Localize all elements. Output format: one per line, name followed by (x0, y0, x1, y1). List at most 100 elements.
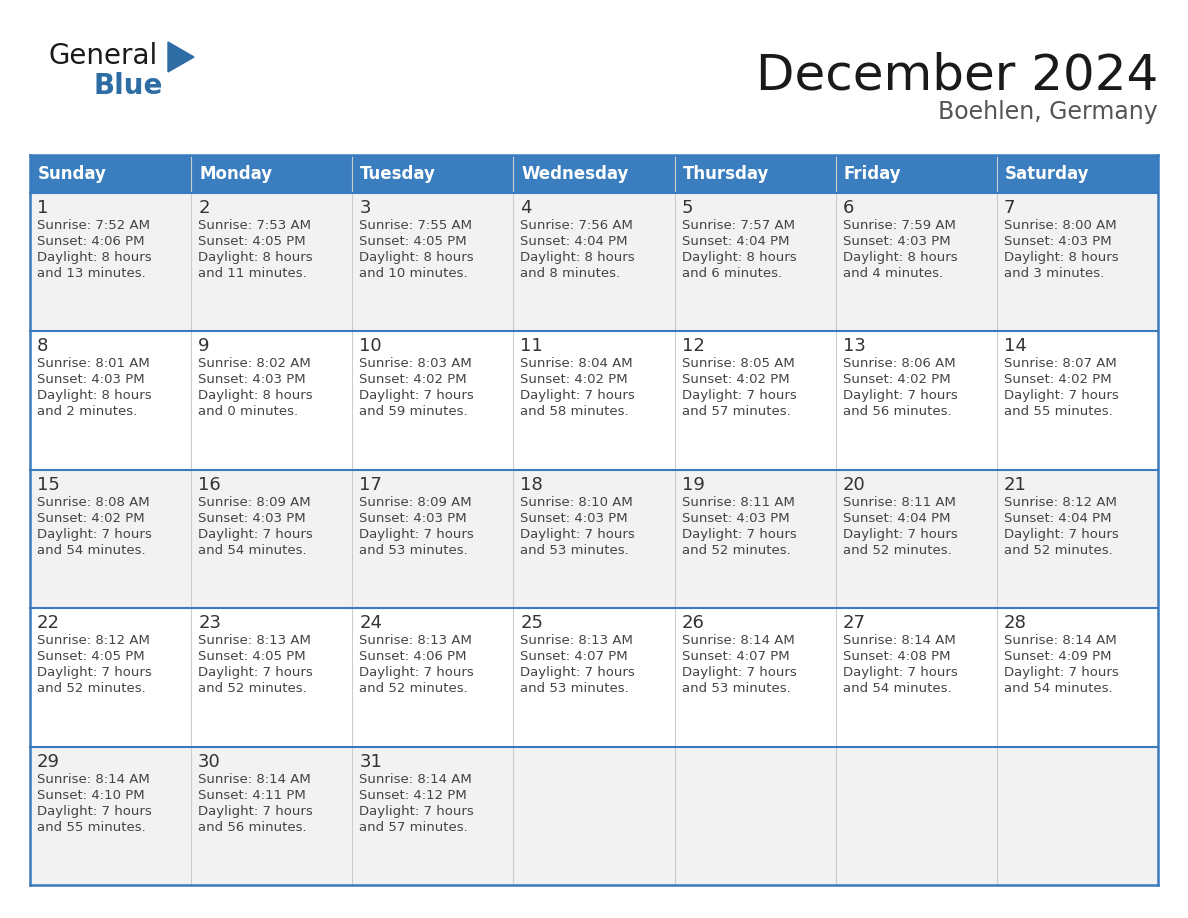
Text: Sunset: 4:05 PM: Sunset: 4:05 PM (198, 650, 305, 663)
Polygon shape (168, 42, 194, 72)
Text: and 53 minutes.: and 53 minutes. (520, 543, 630, 557)
Text: Daylight: 8 hours: Daylight: 8 hours (198, 389, 312, 402)
Bar (191, 193, 353, 331)
Text: Sunrise: 8:13 AM: Sunrise: 8:13 AM (359, 634, 472, 647)
Text: and 52 minutes.: and 52 minutes. (37, 682, 146, 695)
Text: and 6 minutes.: and 6 minutes. (682, 267, 782, 280)
Bar (675, 746, 835, 885)
Text: Sunrise: 8:13 AM: Sunrise: 8:13 AM (198, 634, 311, 647)
Bar (997, 470, 1158, 609)
Text: Sunrise: 7:53 AM: Sunrise: 7:53 AM (198, 219, 311, 232)
Text: Sunrise: 8:09 AM: Sunrise: 8:09 AM (198, 496, 311, 509)
Text: Daylight: 7 hours: Daylight: 7 hours (1004, 389, 1119, 402)
Bar (191, 470, 353, 609)
Text: Monday: Monday (200, 165, 272, 183)
Text: and 54 minutes.: and 54 minutes. (1004, 682, 1112, 695)
Bar (30, 470, 191, 609)
Text: Sunset: 4:10 PM: Sunset: 4:10 PM (37, 789, 145, 801)
Text: Sunrise: 8:10 AM: Sunrise: 8:10 AM (520, 496, 633, 509)
Bar (353, 609, 513, 746)
Text: Daylight: 7 hours: Daylight: 7 hours (520, 528, 636, 541)
Text: 18: 18 (520, 476, 543, 494)
Bar (997, 331, 1158, 470)
Text: Daylight: 7 hours: Daylight: 7 hours (359, 804, 474, 818)
Text: Sunset: 4:04 PM: Sunset: 4:04 PM (842, 512, 950, 525)
Text: Thursday: Thursday (683, 165, 769, 183)
Text: 20: 20 (842, 476, 866, 494)
Text: Sunset: 4:12 PM: Sunset: 4:12 PM (359, 789, 467, 801)
Bar (513, 746, 675, 885)
Text: Daylight: 7 hours: Daylight: 7 hours (682, 528, 796, 541)
Text: Boehlen, Germany: Boehlen, Germany (939, 100, 1158, 124)
Text: Blue: Blue (93, 72, 163, 100)
Text: Daylight: 8 hours: Daylight: 8 hours (682, 251, 796, 264)
Text: Sunset: 4:02 PM: Sunset: 4:02 PM (682, 374, 789, 386)
Text: and 56 minutes.: and 56 minutes. (842, 406, 952, 419)
Text: 11: 11 (520, 338, 543, 355)
Text: 13: 13 (842, 338, 866, 355)
Bar (191, 331, 353, 470)
Text: Sunset: 4:03 PM: Sunset: 4:03 PM (359, 512, 467, 525)
Text: December 2024: December 2024 (756, 52, 1158, 100)
Text: Daylight: 7 hours: Daylight: 7 hours (682, 389, 796, 402)
Text: and 8 minutes.: and 8 minutes. (520, 267, 620, 280)
Bar (30, 155, 1158, 193)
Bar (675, 331, 835, 470)
Text: Saturday: Saturday (1005, 165, 1089, 183)
Text: Sunrise: 8:01 AM: Sunrise: 8:01 AM (37, 357, 150, 370)
Text: Daylight: 7 hours: Daylight: 7 hours (37, 528, 152, 541)
Text: Daylight: 8 hours: Daylight: 8 hours (359, 251, 474, 264)
Bar (30, 609, 191, 746)
Text: Sunset: 4:03 PM: Sunset: 4:03 PM (37, 374, 145, 386)
Text: Sunrise: 8:07 AM: Sunrise: 8:07 AM (1004, 357, 1117, 370)
Text: 9: 9 (198, 338, 209, 355)
Text: Sunrise: 8:14 AM: Sunrise: 8:14 AM (198, 773, 311, 786)
Bar (835, 609, 997, 746)
Text: Sunset: 4:06 PM: Sunset: 4:06 PM (359, 650, 467, 663)
Text: Sunrise: 7:55 AM: Sunrise: 7:55 AM (359, 219, 473, 232)
Bar (835, 193, 997, 331)
Text: and 57 minutes.: and 57 minutes. (359, 821, 468, 834)
Text: Daylight: 7 hours: Daylight: 7 hours (359, 528, 474, 541)
Text: Sunrise: 8:03 AM: Sunrise: 8:03 AM (359, 357, 472, 370)
Text: and 55 minutes.: and 55 minutes. (1004, 406, 1113, 419)
Text: and 56 minutes.: and 56 minutes. (198, 821, 307, 834)
Text: and 54 minutes.: and 54 minutes. (198, 543, 307, 557)
Text: Sunrise: 8:14 AM: Sunrise: 8:14 AM (682, 634, 795, 647)
Text: Sunrise: 7:52 AM: Sunrise: 7:52 AM (37, 219, 150, 232)
Text: Daylight: 7 hours: Daylight: 7 hours (1004, 666, 1119, 679)
Text: and 52 minutes.: and 52 minutes. (198, 682, 307, 695)
Text: 31: 31 (359, 753, 383, 770)
Text: Daylight: 8 hours: Daylight: 8 hours (1004, 251, 1118, 264)
Text: Sunset: 4:06 PM: Sunset: 4:06 PM (37, 235, 145, 248)
Text: 6: 6 (842, 199, 854, 217)
Text: Friday: Friday (843, 165, 902, 183)
Bar (30, 331, 191, 470)
Text: Sunrise: 8:14 AM: Sunrise: 8:14 AM (37, 773, 150, 786)
Bar (513, 193, 675, 331)
Bar (353, 331, 513, 470)
Text: 14: 14 (1004, 338, 1026, 355)
Text: Daylight: 7 hours: Daylight: 7 hours (682, 666, 796, 679)
Text: 1: 1 (37, 199, 49, 217)
Text: 8: 8 (37, 338, 49, 355)
Text: 15: 15 (37, 476, 59, 494)
Bar (513, 609, 675, 746)
Text: Daylight: 7 hours: Daylight: 7 hours (359, 666, 474, 679)
Text: Sunset: 4:04 PM: Sunset: 4:04 PM (682, 235, 789, 248)
Text: and 4 minutes.: and 4 minutes. (842, 267, 943, 280)
Text: and 3 minutes.: and 3 minutes. (1004, 267, 1104, 280)
Text: Sunrise: 8:11 AM: Sunrise: 8:11 AM (682, 496, 795, 509)
Text: 3: 3 (359, 199, 371, 217)
Text: and 10 minutes.: and 10 minutes. (359, 267, 468, 280)
Text: Sunset: 4:03 PM: Sunset: 4:03 PM (520, 512, 628, 525)
Text: Sunrise: 8:13 AM: Sunrise: 8:13 AM (520, 634, 633, 647)
Text: 10: 10 (359, 338, 381, 355)
Bar (191, 609, 353, 746)
Text: Sunset: 4:03 PM: Sunset: 4:03 PM (198, 374, 305, 386)
Text: Daylight: 7 hours: Daylight: 7 hours (842, 666, 958, 679)
Text: Daylight: 8 hours: Daylight: 8 hours (842, 251, 958, 264)
Text: Daylight: 7 hours: Daylight: 7 hours (842, 389, 958, 402)
Text: Sunrise: 7:56 AM: Sunrise: 7:56 AM (520, 219, 633, 232)
Text: Sunset: 4:11 PM: Sunset: 4:11 PM (198, 789, 305, 801)
